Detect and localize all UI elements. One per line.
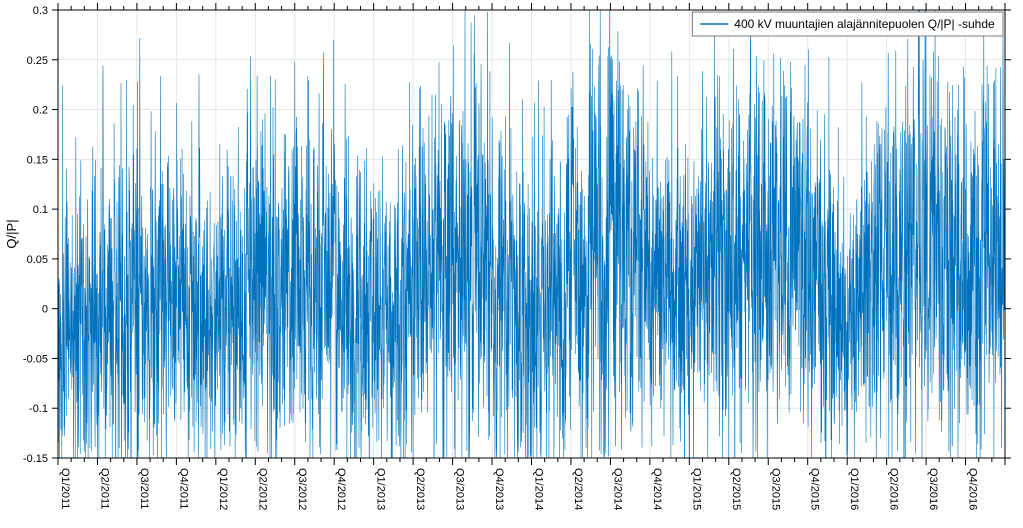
svg-text:Q2/2013: Q2/2013 [414, 468, 426, 510]
svg-text:Q/|P|: Q/|P| [4, 219, 19, 248]
svg-text:Q2/2011: Q2/2011 [98, 468, 110, 509]
svg-text:Q4/2014: Q4/2014 [651, 468, 663, 510]
svg-text:0.05: 0.05 [27, 254, 48, 266]
svg-text:Q3/2013: Q3/2013 [454, 468, 466, 510]
svg-text:Q1/2015: Q1/2015 [690, 468, 702, 510]
svg-text:Q2/2015: Q2/2015 [730, 468, 742, 510]
svg-text:0.25: 0.25 [27, 55, 48, 67]
svg-text:-0.15: -0.15 [23, 453, 48, 465]
svg-text:0.2: 0.2 [33, 105, 48, 117]
svg-text:Q4/2011: Q4/2011 [177, 468, 189, 509]
svg-text:Q1/2013: Q1/2013 [375, 468, 387, 510]
svg-text:Q1/2012: Q1/2012 [217, 468, 229, 510]
legend-label: 400 kV muuntajien alajännitepuolen Q/|P|… [734, 17, 995, 31]
svg-text:0.15: 0.15 [27, 154, 48, 166]
svg-text:Q4/2016: Q4/2016 [967, 468, 979, 510]
svg-text:Q3/2011: Q3/2011 [138, 468, 150, 509]
svg-text:Q2/2012: Q2/2012 [256, 468, 268, 510]
svg-text:Q3/2015: Q3/2015 [769, 468, 781, 510]
svg-text:Q3/2016: Q3/2016 [927, 468, 939, 510]
svg-text:Q1/2011: Q1/2011 [59, 468, 71, 509]
legend: 400 kV muuntajien alajännitepuolen Q/|P|… [692, 12, 1003, 36]
svg-text:0.3: 0.3 [33, 5, 48, 17]
svg-text:Q4/2012: Q4/2012 [335, 468, 347, 510]
svg-text:-0.05: -0.05 [23, 353, 48, 365]
svg-text:Q3/2012: Q3/2012 [296, 468, 308, 510]
svg-text:Q1/2016: Q1/2016 [848, 468, 860, 510]
svg-text:Q4/2015: Q4/2015 [809, 468, 821, 510]
svg-text:Q2/2016: Q2/2016 [888, 468, 900, 510]
svg-text:Q2/2014: Q2/2014 [572, 468, 584, 510]
timeseries-chart: -0.15 -0.1 -0.05 0 0.05 0.1 0.15 0.2 0.25 0.3 Q1/2… [0, 0, 1023, 528]
svg-text:0.1: 0.1 [33, 204, 48, 216]
svg-text:Q3/2014: Q3/2014 [611, 468, 623, 510]
svg-text:Q4/2013: Q4/2013 [493, 468, 505, 510]
svg-text:-0.1: -0.1 [29, 403, 48, 415]
svg-text:Q1/2014: Q1/2014 [533, 468, 545, 510]
svg-text:0: 0 [42, 304, 48, 316]
